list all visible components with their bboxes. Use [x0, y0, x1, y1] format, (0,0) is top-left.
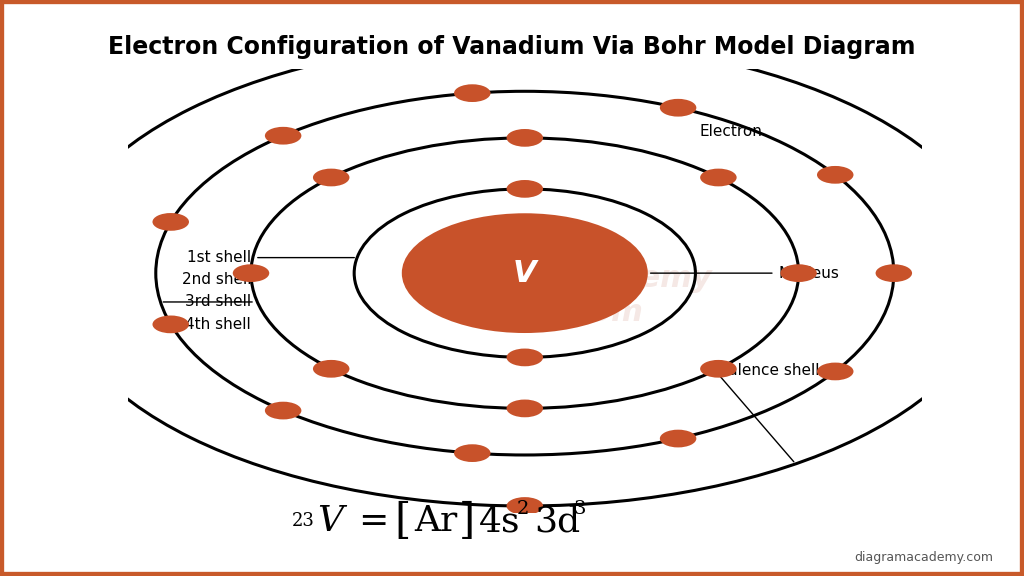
Text: 2nd shell: 2nd shell	[181, 272, 251, 287]
Ellipse shape	[507, 129, 543, 147]
Text: =: =	[358, 504, 389, 539]
Ellipse shape	[313, 169, 349, 187]
Ellipse shape	[817, 166, 853, 184]
Text: 23: 23	[292, 512, 314, 530]
Ellipse shape	[313, 360, 349, 378]
Ellipse shape	[507, 180, 543, 198]
Text: 4s: 4s	[479, 504, 521, 539]
Ellipse shape	[876, 264, 912, 282]
Text: Valence shell: Valence shell	[719, 363, 820, 378]
Text: 3: 3	[573, 499, 586, 518]
Ellipse shape	[232, 264, 269, 282]
Text: 3rd shell: 3rd shell	[185, 294, 251, 309]
Text: 4th shell: 4th shell	[185, 317, 251, 332]
Text: ]: ]	[459, 501, 475, 542]
Ellipse shape	[507, 348, 543, 366]
Ellipse shape	[817, 362, 853, 380]
Text: Nucleus: Nucleus	[778, 266, 840, 281]
Ellipse shape	[153, 213, 189, 231]
Text: Electron: Electron	[699, 124, 762, 139]
Text: V: V	[513, 259, 537, 287]
Ellipse shape	[507, 32, 543, 49]
Ellipse shape	[265, 401, 301, 419]
Text: diagramacademy.com: diagramacademy.com	[854, 551, 993, 564]
Ellipse shape	[659, 430, 696, 448]
Text: 3d: 3d	[535, 504, 581, 539]
Text: 2: 2	[517, 499, 529, 518]
Ellipse shape	[265, 127, 301, 145]
Text: diagramacademy
       .com: diagramacademy .com	[417, 264, 713, 327]
Text: V: V	[317, 504, 344, 539]
Ellipse shape	[700, 360, 736, 378]
Ellipse shape	[507, 497, 543, 515]
Ellipse shape	[780, 264, 817, 282]
Ellipse shape	[153, 316, 189, 334]
Ellipse shape	[454, 84, 490, 102]
Ellipse shape	[659, 99, 696, 116]
Text: Ar: Ar	[415, 504, 458, 539]
Ellipse shape	[700, 169, 736, 187]
Text: Electron Configuration of Vanadium Via Bohr Model Diagram: Electron Configuration of Vanadium Via B…	[109, 35, 915, 59]
Ellipse shape	[454, 444, 490, 462]
Ellipse shape	[507, 400, 543, 417]
Text: [: [	[394, 501, 411, 542]
Ellipse shape	[401, 213, 648, 333]
Text: 1st shell: 1st shell	[187, 250, 251, 265]
